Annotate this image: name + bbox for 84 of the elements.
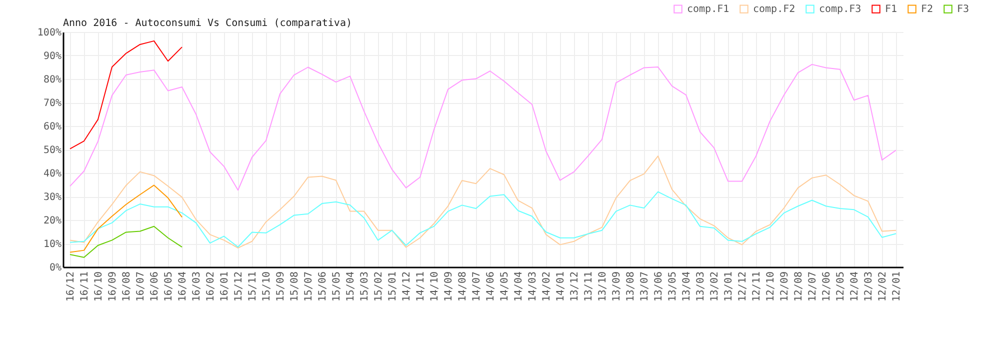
legend-label: comp.F1 [687, 4, 730, 16]
x-tick-label: 16/03 [192, 272, 202, 302]
x-tick-label: 16/08 [122, 272, 132, 302]
y-tick-label: 50% [43, 145, 62, 156]
legend-label: comp.F3 [819, 4, 862, 16]
x-tick-label: 15/07 [304, 272, 314, 302]
x-tick-label: 13/07 [640, 272, 650, 302]
x-tick-label: 12/02 [878, 272, 888, 302]
x-tick-label: 15/08 [290, 272, 300, 302]
x-tick-label: 15/10 [262, 272, 272, 302]
x-tick-label: 14/04 [514, 272, 524, 302]
legend-label: F1 [885, 4, 898, 16]
legend-label: F3 [957, 4, 970, 16]
x-tick-label: 16/04 [178, 272, 188, 302]
x-tick-label: 16/01 [220, 272, 230, 302]
x-tick-label: 15/06 [318, 272, 328, 302]
x-tick-label: 12/04 [850, 272, 860, 302]
line-series [70, 40, 182, 150]
y-tick-label: 60% [43, 122, 62, 132]
y-tick-label: 0% [49, 262, 62, 274]
x-tick-label: 12/03 [864, 272, 874, 302]
legend-label: comp.F2 [753, 4, 796, 16]
x-tick-label: 12/09 [780, 272, 790, 302]
x-tick-label: 15/04 [346, 272, 356, 302]
x-tick-label: 15/02 [374, 272, 384, 302]
line-series [70, 64, 896, 191]
y-tick-label: 70% [43, 98, 62, 109]
x-tick-label: 16/11 [80, 272, 90, 302]
x-tick-label: 14/08 [458, 272, 468, 302]
x-tick-label: 16/10 [94, 272, 104, 302]
x-tick-label: 15/03 [360, 272, 370, 302]
x-tick-label: 13/01 [724, 272, 734, 302]
x-tick-label: 13/08 [626, 272, 636, 302]
legend-label: F2 [921, 4, 934, 16]
x-tick-label: 13/11 [584, 272, 594, 302]
x-tick-label: 14/11 [416, 272, 426, 302]
x-tick-label: 13/03 [696, 272, 706, 302]
x-tick-label: 14/01 [556, 272, 566, 302]
x-tick-label: 16/12 [66, 272, 76, 302]
x-tick-label: 14/03 [528, 272, 538, 302]
line-series [70, 226, 182, 258]
y-tick-label: 80% [43, 74, 62, 86]
line-series [70, 156, 896, 248]
line-series [70, 191, 896, 248]
x-tick-label: 12/08 [794, 272, 804, 302]
x-tick-label: 14/02 [542, 272, 552, 302]
x-tick-label: 12/10 [766, 272, 776, 302]
y-tick-label: 90% [43, 51, 62, 62]
x-tick-label: 13/09 [612, 272, 622, 302]
x-tick-label: 13/02 [710, 272, 720, 302]
x-tick-label: 15/12 [234, 272, 244, 302]
x-tick-label: 12/07 [808, 272, 818, 302]
x-tick-label: 12/06 [822, 272, 832, 302]
x-tick-label: 16/09 [108, 272, 118, 302]
x-tick-label: 14/10 [430, 272, 440, 302]
x-tick-label: 14/05 [500, 272, 510, 302]
x-tick-label: 16/06 [150, 272, 160, 302]
x-tick-label: 12/11 [752, 272, 762, 302]
y-tick-label: 40% [43, 168, 62, 180]
x-tick-label: 14/07 [472, 272, 482, 302]
x-tick-label: 13/06 [654, 272, 664, 302]
x-tick-label: 12/12 [738, 272, 748, 302]
x-tick-label: 16/02 [206, 272, 216, 302]
x-tick-label: 16/05 [164, 272, 174, 302]
y-tick-label: 10% [43, 239, 62, 250]
x-tick-label: 12/01 [892, 272, 902, 302]
x-tick-label: 15/05 [332, 272, 342, 302]
x-tick-label: 16/07 [136, 272, 146, 302]
y-tick-label: 100% [37, 28, 62, 38]
x-tick-label: 15/09 [276, 272, 286, 302]
x-tick-label: 13/04 [682, 272, 692, 302]
x-tick-label: 12/05 [836, 272, 846, 302]
x-tick-label: 15/11 [248, 272, 258, 302]
x-tick-label: 15/01 [388, 272, 398, 302]
chart-title: Anno 2016 - Autoconsumi Vs Consumi (comparativa) [63, 18, 352, 29]
x-tick-label: 13/12 [570, 272, 580, 302]
x-tick-label: 14/09 [444, 272, 454, 302]
x-tick-label: 14/12 [402, 272, 412, 302]
line-series [70, 184, 182, 253]
y-tick-label: 30% [43, 192, 62, 203]
x-tick-label: 13/05 [668, 272, 678, 302]
x-tick-label: 14/06 [486, 272, 496, 302]
y-tick-label: 20% [43, 216, 62, 226]
x-tick-label: 13/10 [598, 272, 608, 302]
